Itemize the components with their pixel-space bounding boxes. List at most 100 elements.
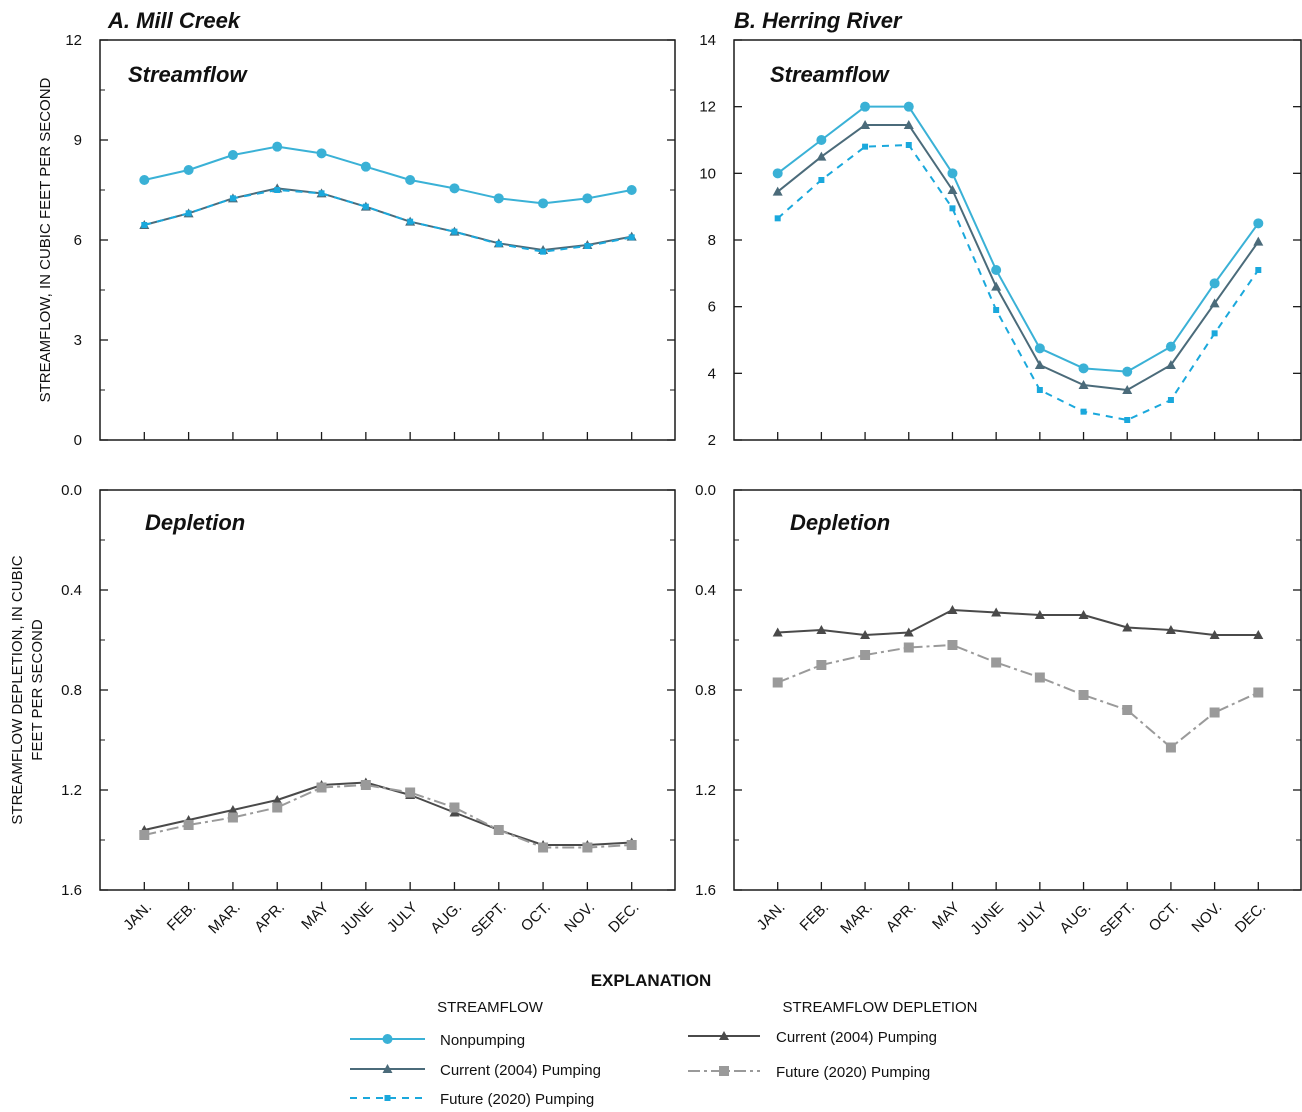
mill-streamflow-frame: [99, 39, 676, 441]
mill-depletion-series-dep_future-point: [626, 840, 637, 850]
herring-depletion-series-dep_current-line: [777, 609, 1259, 636]
mill-depletion-ytick-label: 1.6: [61, 882, 82, 899]
mill-streamflow-series-future-point: [362, 203, 369, 210]
mill-streamflow-ytick-label: 0: [74, 432, 82, 449]
herring-depletion-series-dep_current-point: [1034, 610, 1045, 619]
mill-streamflow-series-future-line: [144, 189, 632, 253]
herring-streamflow-series-future-point: [1255, 267, 1262, 273]
mill-streamflow-series-nonpumping-line: [144, 145, 632, 205]
herring-depletion-frame: [733, 489, 1302, 891]
herring-streamflow-series-nonpumping-point: [1034, 343, 1045, 354]
mill-streamflow-series-future-point: [141, 222, 148, 228]
herring-streamflow-series-future-point: [905, 142, 912, 148]
chart-panels: 0 3 6 9 12 A. Mill Creek Streamflow 2 4 6 8 10 12 14 B…: [61, 8, 1302, 940]
mill-depletion-series-dep_future-point: [582, 842, 593, 853]
legend-depletion-current-swatch-marker: [719, 1031, 729, 1040]
herring-depletion-series-dep_current-point: [1122, 622, 1133, 632]
mill-depletion-series-dep_future-point: [493, 825, 504, 835]
herring-streamflow-series-future-point: [862, 143, 869, 150]
mill-streamflow-series-future-point: [451, 228, 458, 235]
mill-depletion-month-label: NOV.: [561, 899, 598, 936]
mill-streamflow-series-nonpumping-point: [582, 193, 593, 204]
mill-depletion-series-dep_future-point: [405, 787, 416, 798]
legend-streamflow-heading: STREAMFLOW: [437, 999, 544, 1016]
mill-streamflow-series-nonpumping-point: [538, 198, 549, 209]
herring-depletion-month-label: MAY: [929, 899, 963, 933]
mill-streamflow-ytick-label: 6: [74, 232, 82, 249]
mill-streamflow-series-future-point: [540, 248, 547, 255]
mill-streamflow-ytick-label: 9: [74, 132, 82, 149]
herring-depletion-month-label: APR.: [883, 899, 920, 936]
mill-depletion-series-dep_future-point: [360, 780, 371, 790]
herring-depletion-series-dep_future-point: [1078, 690, 1089, 700]
mill-depletion-month-label: MAY: [298, 899, 332, 933]
legend-depletion-current-label: Current (2004) Pumping: [776, 1029, 937, 1046]
mill-depletion-month-label: MAR.: [205, 899, 244, 938]
mill-depletion-month-label: DEC.: [605, 899, 642, 936]
mill-depletion-series-dep_future-point: [139, 830, 150, 840]
herring-streamflow-series-nonpumping-point: [991, 265, 1002, 275]
mill-depletion-ytick-label: 0.0: [61, 482, 82, 499]
herring-streamflow-series-current-point: [1122, 385, 1133, 394]
herring-depletion-series-dep_future-point: [816, 660, 827, 670]
legend-title: EXPLANATION: [591, 971, 712, 990]
herring-streamflow-series-nonpumping-point: [816, 135, 827, 145]
herring-streamflow-series-current-point: [1078, 380, 1089, 389]
mill-streamflow-ytick-label: 12: [65, 32, 82, 49]
herring-depletion-series-dep_future-point: [947, 640, 958, 650]
mill-streamflow-series-nonpumping-point: [449, 183, 460, 194]
mill-streamflow-series-future-point: [584, 243, 591, 249]
mill-streamflow-series-current-line: [144, 187, 632, 251]
legend-depletion-future-label: Future (2020) Pumping: [776, 1064, 930, 1081]
mill-depletion-series-dep_future-line: [144, 784, 632, 849]
herring-streamflow-panel: 2 4 6 8 10 12 14 B. Herring River Streamflow: [699, 8, 1302, 449]
herring-streamflow-inner-title: Streamflow: [770, 62, 890, 87]
herring-depletion-series-dep_future-point: [1122, 705, 1133, 715]
herring-depletion-month-label: JULY: [1013, 899, 1050, 936]
herring-depletion-series-dep_future-point: [1209, 707, 1220, 718]
legend-nonpumping-swatch-marker: [382, 1034, 393, 1044]
herring-depletion-series-dep_future-point: [1034, 672, 1045, 683]
herring-streamflow-series-future-point: [1080, 408, 1087, 415]
herring-streamflow-series-current-point: [1165, 360, 1176, 369]
mill-streamflow-series-nonpumping-point: [139, 175, 150, 185]
herring-depletion-month-label: JUNE: [967, 899, 1007, 939]
mill-streamflow-series-nonpumping-point: [493, 193, 504, 204]
herring-streamflow-series-nonpumping-point: [1165, 341, 1176, 352]
herring-depletion-series-dep_current-point: [947, 605, 958, 614]
herring-depletion-series-dep_current-point: [1209, 630, 1220, 639]
herring-streamflow-series-current-line: [777, 124, 1260, 391]
mill-depletion-month-label: APR.: [251, 899, 288, 936]
herring-depletion-series-dep_current-point: [1078, 610, 1089, 619]
herring-depletion-series-dep_future-line: [777, 644, 1259, 749]
herring-streamflow-series-future-point: [993, 307, 1000, 313]
legend-future-swatch-marker: [384, 1095, 391, 1101]
herring-streamflow-ytick-label: 2: [708, 432, 716, 449]
herring-streamflow-series-nonpumping-point: [772, 168, 783, 179]
herring-depletion-inner-title: Depletion: [790, 510, 890, 535]
mill-depletion-month-label: FEB.: [164, 899, 200, 935]
herring-depletion-series-dep_current-point: [816, 625, 827, 634]
herring-streamflow-ytick-label: 10: [699, 165, 716, 182]
mill-depletion-series-dep_future-point: [183, 820, 194, 830]
herring-streamflow-ytick-label: 14: [699, 32, 716, 49]
herring-streamflow-series-current-point: [772, 186, 783, 196]
herring-streamflow-series-nonpumping-point: [1253, 218, 1264, 229]
mill-depletion-month-label: AUG.: [427, 899, 465, 937]
mill-depletion-month-label: OCT.: [518, 899, 554, 935]
depletion-axis-title-line2: FEET PER SECOND: [29, 619, 46, 761]
herring-streamflow-series-future-point: [818, 177, 825, 183]
herring-streamflow-series-future-point: [1211, 330, 1218, 337]
legend-swatches: [350, 1031, 760, 1101]
herring-streamflow-ytick-label: 8: [708, 232, 716, 249]
herring-depletion-month-label: DEC.: [1232, 899, 1269, 936]
herring-depletion-ytick-label: 0.8: [695, 682, 716, 699]
herring-depletion-panel: 0.0 0.4 0.8 1.2 1.6 JAN. FEB. MAR. APR. MAY JUNE JU…: [695, 482, 1302, 940]
herring-streamflow-series-current-point: [991, 281, 1002, 291]
herring-depletion-month-label: JAN.: [754, 899, 789, 934]
mill-depletion-series-dep_future-point: [538, 842, 549, 853]
herring-streamflow-series-nonpumping-line: [777, 105, 1260, 373]
herring-streamflow-series-current-point: [1253, 236, 1264, 246]
herring-streamflow-series-current-point: [947, 185, 958, 194]
